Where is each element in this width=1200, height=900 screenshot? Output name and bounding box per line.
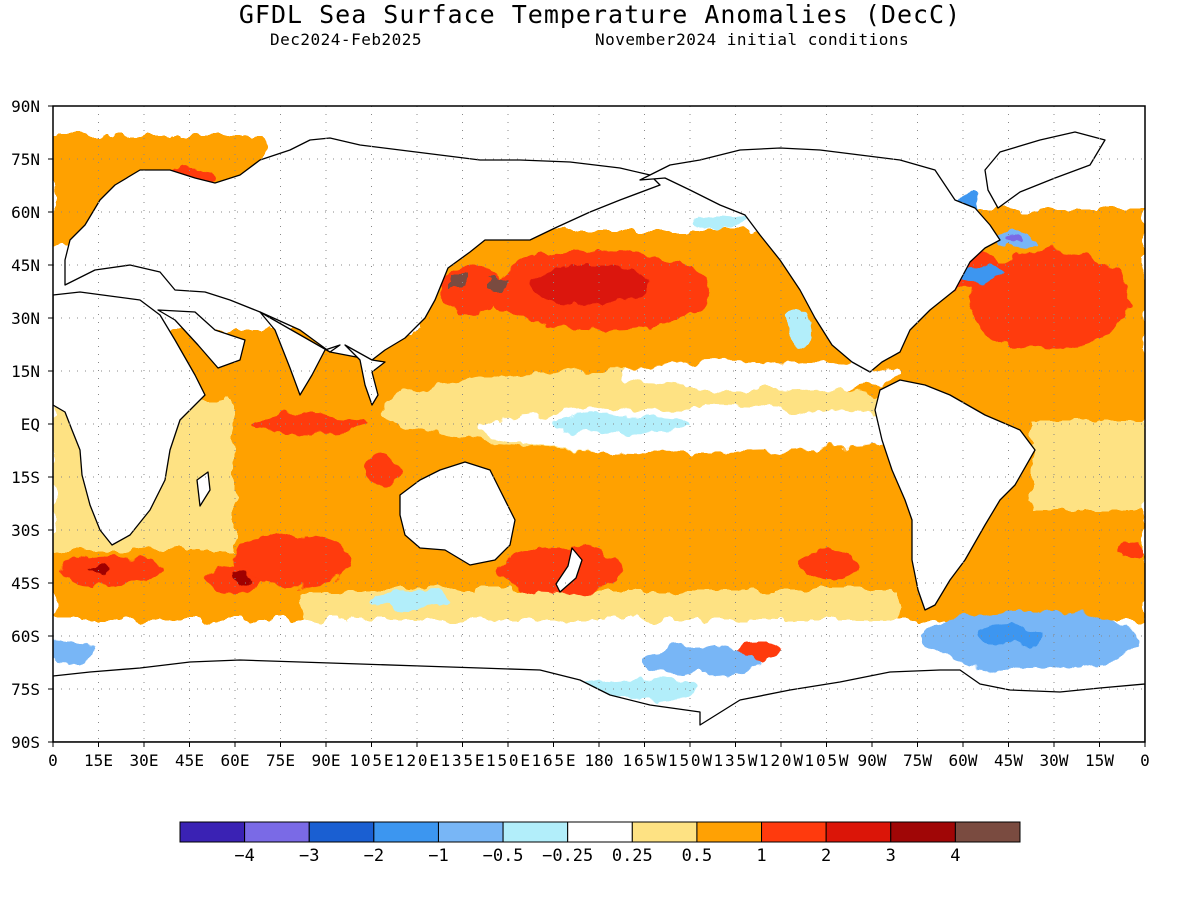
lon-label: 105E bbox=[350, 751, 394, 770]
lon-label: 120W bbox=[759, 751, 803, 770]
map-title: GFDL Sea Surface Temperature Anomalies (… bbox=[238, 0, 962, 29]
colorbar-swatch bbox=[437, 821, 504, 843]
colorbar-legend: −4 −3 −2 −1 −0.5 −0.25 0.25 0.5 1 2 3 4 bbox=[179, 821, 1021, 866]
colorbar-swatch bbox=[954, 821, 1021, 843]
colorbar-label: 0.25 bbox=[612, 846, 653, 866]
lon-label: 15W bbox=[1085, 751, 1114, 770]
colorbar-label: −1 bbox=[428, 846, 448, 866]
lat-label: 90N bbox=[11, 97, 40, 116]
lat-label: 75N bbox=[11, 150, 40, 169]
colorbar-swatch bbox=[825, 821, 892, 843]
lon-label: 150W bbox=[668, 751, 712, 770]
lon-label: 135W bbox=[714, 751, 758, 770]
lat-label: 30N bbox=[11, 309, 40, 328]
lon-label: 30W bbox=[1040, 751, 1069, 770]
lon-label: 135E bbox=[441, 751, 485, 770]
lon-label: 90W bbox=[858, 751, 887, 770]
colorbar-swatch bbox=[890, 821, 956, 843]
colorbar-swatch bbox=[502, 821, 569, 843]
lon-label: 60W bbox=[949, 751, 978, 770]
lon-label: 120E bbox=[395, 751, 439, 770]
colorbar-label: 0.5 bbox=[682, 846, 713, 866]
lon-label: 60E bbox=[221, 751, 250, 770]
initial-conditions: November2024 initial conditions bbox=[595, 30, 910, 49]
colorbar-label: −2 bbox=[364, 846, 384, 866]
colorbar-swatch bbox=[179, 821, 246, 843]
colorbar-swatch bbox=[567, 821, 633, 843]
lat-label: 60N bbox=[11, 203, 40, 222]
colorbar-swatch bbox=[696, 821, 763, 843]
colorbar-swatch bbox=[308, 821, 375, 843]
lon-label: 30E bbox=[130, 751, 159, 770]
colorbar-label: −0.5 bbox=[483, 846, 524, 866]
lon-label: 75W bbox=[903, 751, 932, 770]
colorbar-label: 3 bbox=[886, 846, 896, 866]
lat-label: 15N bbox=[11, 362, 40, 381]
lat-label: 75S bbox=[11, 680, 40, 699]
colorbar-swatch bbox=[631, 821, 698, 843]
lat-label: 30S bbox=[11, 521, 40, 540]
colorbar-swatch bbox=[373, 821, 439, 843]
lon-label: 45E bbox=[175, 751, 204, 770]
lat-label: 90S bbox=[11, 733, 40, 752]
colorbar-label: −3 bbox=[299, 846, 319, 866]
latitude-axis: 90N 75N 60N 45N 30N 15N EQ 15S 30S 45S 60S 75S 90S bbox=[11, 97, 53, 752]
forecast-period: Dec2024-Feb2025 bbox=[270, 30, 422, 49]
lon-label: 165W bbox=[623, 751, 667, 770]
lon-label: 0 bbox=[48, 751, 58, 770]
continents bbox=[53, 131, 1145, 742]
lon-label: 15E bbox=[84, 751, 113, 770]
lon-label: 150E bbox=[486, 751, 530, 770]
lon-label: 45W bbox=[994, 751, 1023, 770]
lat-label: 60S bbox=[11, 627, 40, 646]
lat-label: EQ bbox=[21, 415, 40, 434]
colorbar-swatch bbox=[244, 821, 310, 843]
colorbar-label: 4 bbox=[950, 846, 960, 866]
colorbar-label: −4 bbox=[234, 846, 254, 866]
lon-label: 165E bbox=[532, 751, 576, 770]
lon-label: 180 bbox=[585, 751, 614, 770]
lon-label: 0 bbox=[1140, 751, 1150, 770]
colorbar-swatch bbox=[761, 821, 827, 843]
lon-label: 90E bbox=[312, 751, 341, 770]
colorbar-label: 2 bbox=[821, 846, 831, 866]
lat-label: 15S bbox=[11, 468, 40, 487]
lon-label: 75E bbox=[266, 751, 295, 770]
colorbar-label: −0.25 bbox=[542, 846, 593, 866]
lon-label: 105W bbox=[805, 751, 849, 770]
colorbar-label: 1 bbox=[756, 846, 766, 866]
lat-label: 45N bbox=[11, 256, 40, 275]
longitude-axis: 0 15E 30E 45E 60E 75E 90E 105E 120E 135E 150E 165E 1… bbox=[48, 742, 1150, 770]
lat-label: 45S bbox=[11, 574, 40, 593]
